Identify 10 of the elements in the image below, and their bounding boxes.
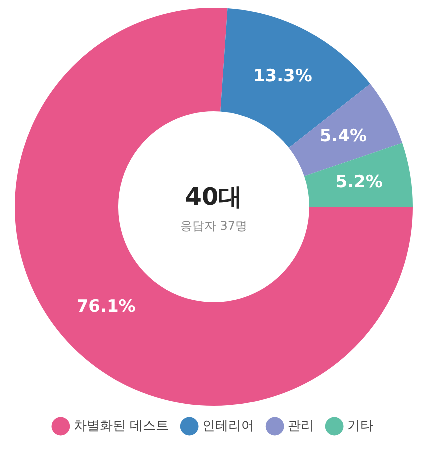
data-label: 76.1%	[76, 296, 136, 317]
text: 40대	[185, 183, 243, 212]
data-label: 13.3%	[253, 66, 312, 86]
legend-label: 기타	[348, 418, 374, 434]
legend-label: 인테리어	[202, 418, 255, 434]
text: 응답자 37명	[180, 219, 248, 234]
data-label: 5.2%	[336, 172, 383, 192]
data-label: 5.4%	[320, 126, 368, 146]
legend-label: 차별화된 데스트	[74, 418, 170, 434]
legend-label: 관리	[288, 418, 314, 434]
